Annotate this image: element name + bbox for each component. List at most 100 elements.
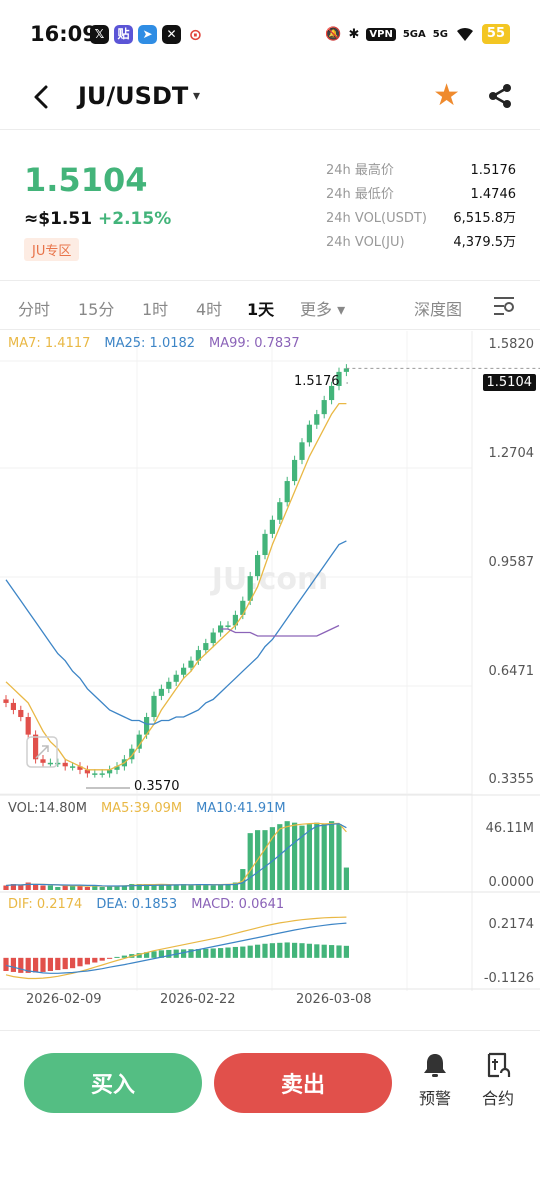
watermark: JU.com <box>210 562 329 597</box>
candle-body <box>33 734 39 760</box>
usd-value: ≈$1.51 <box>24 209 93 229</box>
ma99-value: MA99: 0.7837 <box>209 336 300 351</box>
dif-value: DIF: 0.2174 <box>8 897 83 912</box>
sell-button[interactable]: 卖出 <box>214 1053 392 1113</box>
volume-bar <box>218 884 224 890</box>
tieba-icon: 贴 <box>114 25 133 44</box>
contract-button[interactable]: 合约 <box>473 1051 523 1109</box>
tab-more-label: 更多 <box>300 300 333 319</box>
candle-body <box>25 717 31 735</box>
candle-body <box>195 650 201 661</box>
macd-bar <box>255 944 261 958</box>
macd-bar <box>314 944 320 958</box>
alert-button[interactable]: 预警 <box>410 1051 460 1109</box>
volume-bar <box>262 830 268 890</box>
macd-bar <box>181 949 187 958</box>
candle-body <box>203 643 209 651</box>
macd-bar <box>40 957 46 972</box>
price-tick-label: 1.5820 <box>488 337 535 352</box>
macd-bar <box>343 945 349 958</box>
volume-bar <box>92 885 98 890</box>
contract-icon <box>487 1052 511 1078</box>
volume-ma10-line <box>5 823 347 887</box>
macd-bar <box>218 948 224 958</box>
tab-15m[interactable]: 15分 <box>78 300 115 319</box>
macd-bar <box>225 947 231 958</box>
back-button[interactable] <box>28 82 58 112</box>
volume-bar <box>84 887 90 890</box>
candle-body <box>62 762 68 767</box>
macd-bar <box>144 952 150 958</box>
expand-arrow <box>35 745 49 759</box>
chevron-down-icon[interactable]: ▾ <box>193 88 201 104</box>
macd-bar <box>107 957 113 959</box>
stat-vol-ju: 24h VOL(JU) 4,379.5万 <box>326 231 516 255</box>
favorite-star-icon[interactable]: ★ <box>433 78 460 113</box>
volume-bar <box>188 885 194 890</box>
macd-bar <box>99 957 105 961</box>
volume-bar <box>166 885 172 890</box>
tab-1h[interactable]: 1时 <box>142 300 169 319</box>
volume-bar <box>70 885 76 890</box>
status-bar: 16:09 𝕏 贴 ➤ ✕ ⊙ 🔕 ✱ VPN 5GA 5G 55 <box>0 0 540 66</box>
candle-body <box>47 762 53 765</box>
macd-bar <box>188 949 194 958</box>
ticker-panel: 1.5104 ≈$1.51 +2.15% JU专区 24h 最高价 1.5176 2… <box>0 131 540 281</box>
kline-chart[interactable]: JU.com MA7: 1.4117 MA25: 1.0182 MA99: 0.… <box>0 331 540 1021</box>
tab-depth[interactable]: 深度图 <box>414 300 463 319</box>
buy-button[interactable]: 买入 <box>24 1053 202 1113</box>
tab-timeshare[interactable]: 分时 <box>18 300 51 319</box>
candle-body <box>262 533 268 556</box>
macd-bar <box>84 957 90 965</box>
macd-bar <box>158 950 164 958</box>
stat-value: 6,515.8万 <box>453 211 516 226</box>
volume-bar <box>107 885 113 890</box>
macd-bar <box>92 957 98 963</box>
candle-body <box>284 481 290 503</box>
zone-badge[interactable]: JU专区 <box>24 238 80 261</box>
candle-body <box>210 632 216 644</box>
macd-value: MACD: 0.0641 <box>191 897 285 912</box>
tab-1d[interactable]: 1天 <box>247 300 275 319</box>
battery-icon: 55 <box>481 24 510 44</box>
candle-body <box>18 709 24 718</box>
macd-bar <box>292 942 298 958</box>
tab-more[interactable]: 更多 ▾ <box>300 296 345 320</box>
candle-body <box>107 769 113 774</box>
last-price: 1.5104 <box>24 161 148 199</box>
x-icon: 𝕏 <box>90 25 109 44</box>
volume-bar <box>343 867 349 890</box>
stat-vol-usdt: 24h VOL(USDT) 6,515.8万 <box>326 207 516 231</box>
volume-bar <box>10 884 16 890</box>
volume-bar <box>18 885 24 890</box>
macd-legend: DIF: 0.2174 DEA: 0.1853 MACD: 0.0641 <box>8 897 284 912</box>
stat-value: 4,379.5万 <box>453 235 516 250</box>
pair-title[interactable]: JU/USDT <box>78 82 189 110</box>
notification-icons: 𝕏 贴 ➤ ✕ ⊙ <box>90 25 205 44</box>
macd-bar <box>262 943 268 958</box>
macd-bar <box>277 942 283 958</box>
volume-bar <box>40 885 46 890</box>
volume-bar <box>284 821 290 890</box>
candle-body <box>232 614 238 626</box>
volume-bar <box>129 884 135 890</box>
dif-line <box>5 916 347 980</box>
ma25-value: MA25: 1.0182 <box>104 336 196 351</box>
volume-bar <box>306 824 312 890</box>
candle-body <box>181 667 187 675</box>
volume-bar <box>114 885 120 890</box>
chart-settings-icon[interactable] <box>492 295 516 317</box>
tab-4h[interactable]: 4时 <box>196 300 223 319</box>
ma7-value: MA7: 1.4117 <box>8 336 91 351</box>
share-button[interactable] <box>486 82 514 110</box>
volume-bar <box>314 822 320 890</box>
candle-body <box>225 625 231 627</box>
macd-bar <box>232 946 238 958</box>
stat-label: 24h 最高价 <box>326 163 394 178</box>
chevron-left-icon <box>34 85 48 109</box>
candle-body <box>343 368 349 372</box>
candle-body <box>255 555 261 577</box>
date-label: 2026-02-09 <box>26 992 102 1007</box>
candle-body <box>77 766 83 770</box>
macd-bar <box>55 957 61 971</box>
